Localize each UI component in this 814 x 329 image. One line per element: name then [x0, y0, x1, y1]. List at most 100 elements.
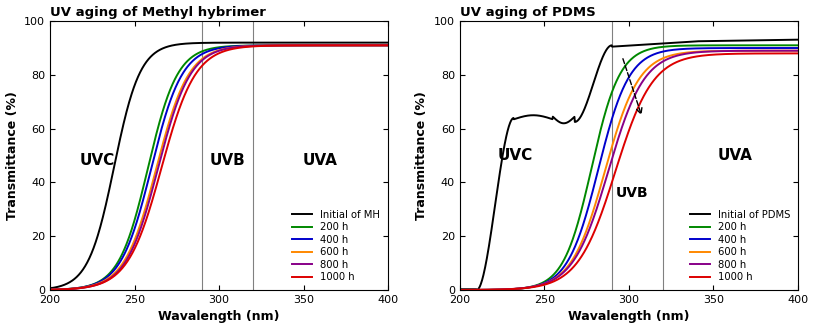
- 1000 h: [746, 52, 755, 56]
- 400 h: [260, 43, 270, 47]
- 400 h: [336, 43, 346, 47]
- 600 h: [251, 44, 260, 48]
- Text: UVC: UVC: [80, 153, 115, 168]
- 600 h: [66, 287, 76, 291]
- Line: 600 h: 600 h: [50, 45, 388, 290]
- 400 h: [66, 287, 76, 291]
- 600 h: [670, 52, 680, 56]
- Initial of MH: [66, 280, 76, 284]
- Text: UVA: UVA: [303, 153, 338, 168]
- Line: 400 h: 400 h: [460, 48, 798, 290]
- Text: UVA: UVA: [718, 148, 753, 163]
- 1000 h: [301, 43, 311, 47]
- Initial of MH: [336, 41, 346, 45]
- Text: UV aging of PDMS: UV aging of PDMS: [460, 6, 596, 18]
- 600 h: [260, 44, 270, 48]
- Line: 1000 h: 1000 h: [460, 53, 798, 290]
- 600 h: [455, 288, 465, 292]
- 600 h: [383, 43, 393, 47]
- Line: 200 h: 200 h: [460, 45, 798, 290]
- Line: 800 h: 800 h: [50, 45, 388, 290]
- 200 h: [670, 44, 680, 48]
- 600 h: [336, 43, 346, 47]
- Initial of PDMS: [472, 288, 482, 292]
- Initial of PDMS: [476, 282, 486, 286]
- Initial of MH: [260, 41, 270, 45]
- Line: Initial of PDMS: Initial of PDMS: [460, 40, 798, 290]
- 400 h: [383, 43, 393, 47]
- 800 h: [793, 49, 803, 53]
- 200 h: [746, 43, 755, 47]
- 600 h: [45, 288, 55, 292]
- Text: UVB: UVB: [210, 153, 245, 168]
- 800 h: [383, 43, 393, 47]
- 200 h: [660, 45, 670, 49]
- 1000 h: [793, 51, 803, 55]
- 200 h: [711, 43, 721, 47]
- 800 h: [251, 44, 260, 48]
- 600 h: [711, 49, 721, 53]
- 600 h: [746, 49, 755, 53]
- X-axis label: Wavalength (nm): Wavalength (nm): [568, 311, 689, 323]
- Initial of PDMS: [711, 39, 721, 43]
- 800 h: [45, 288, 55, 292]
- 1000 h: [711, 53, 721, 57]
- 400 h: [746, 46, 755, 50]
- 200 h: [45, 288, 55, 292]
- Initial of PDMS: [652, 42, 662, 46]
- Legend: Initial of PDMS, 200 h, 400 h, 600 h, 800 h, 1000 h: Initial of PDMS, 200 h, 400 h, 600 h, 80…: [686, 207, 793, 285]
- 200 h: [66, 287, 76, 291]
- 400 h: [660, 49, 670, 53]
- Initial of PDMS: [746, 38, 756, 42]
- Initial of MH: [242, 41, 252, 45]
- Line: 200 h: 200 h: [50, 45, 388, 290]
- 800 h: [711, 49, 721, 53]
- X-axis label: Wavalength (nm): Wavalength (nm): [158, 311, 280, 323]
- Initial of PDMS: [455, 287, 465, 291]
- 200 h: [651, 46, 661, 50]
- 800 h: [746, 49, 755, 53]
- 200 h: [336, 43, 346, 47]
- 800 h: [301, 43, 311, 47]
- 800 h: [66, 287, 76, 291]
- 200 h: [475, 288, 485, 292]
- Text: UV aging of Methyl hybrimer: UV aging of Methyl hybrimer: [50, 6, 266, 18]
- 1000 h: [670, 61, 680, 65]
- Initial of MH: [45, 286, 55, 290]
- 400 h: [670, 48, 680, 52]
- Initial of PDMS: [671, 41, 681, 45]
- 1000 h: [383, 43, 393, 47]
- Initial of MH: [301, 41, 311, 45]
- Y-axis label: Transmittance (%): Transmittance (%): [6, 91, 19, 220]
- 1000 h: [260, 44, 270, 48]
- Line: 1000 h: 1000 h: [50, 45, 388, 290]
- 600 h: [651, 60, 661, 64]
- Y-axis label: Transmittance (%): Transmittance (%): [415, 91, 428, 220]
- Text: UVB: UVB: [616, 186, 649, 200]
- 200 h: [383, 43, 393, 47]
- 200 h: [793, 43, 803, 47]
- 800 h: [455, 288, 465, 292]
- 400 h: [651, 52, 661, 56]
- 1000 h: [651, 76, 661, 80]
- 800 h: [336, 43, 346, 47]
- 200 h: [242, 44, 252, 48]
- 1000 h: [66, 287, 76, 291]
- 200 h: [455, 288, 465, 292]
- 400 h: [251, 44, 260, 48]
- 1000 h: [336, 43, 346, 47]
- 800 h: [670, 54, 680, 58]
- Line: 600 h: 600 h: [460, 51, 798, 290]
- Line: 800 h: 800 h: [460, 51, 798, 290]
- 400 h: [793, 46, 803, 50]
- 400 h: [242, 44, 252, 48]
- Text: UVC: UVC: [498, 148, 533, 163]
- 800 h: [242, 44, 252, 48]
- 200 h: [260, 43, 270, 47]
- 600 h: [475, 288, 485, 292]
- 400 h: [45, 288, 55, 292]
- Initial of PDMS: [660, 41, 670, 45]
- 800 h: [260, 44, 270, 48]
- 1000 h: [660, 67, 670, 71]
- 1000 h: [455, 288, 465, 292]
